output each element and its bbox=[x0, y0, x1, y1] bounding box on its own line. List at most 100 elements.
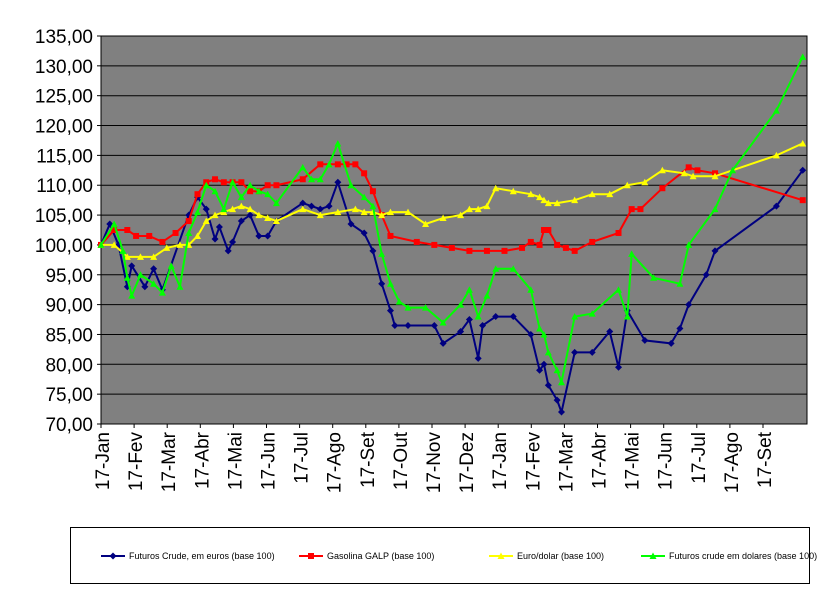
data-point bbox=[176, 283, 184, 290]
data-point bbox=[641, 336, 649, 344]
data-point bbox=[325, 160, 333, 168]
data-point bbox=[685, 164, 692, 171]
legend: Futuros Crude, em euros (base 100) Gasoli… bbox=[70, 527, 817, 584]
x-tick-label: 17-Ago bbox=[722, 432, 743, 493]
data-point bbox=[483, 247, 490, 254]
data-point bbox=[483, 292, 491, 299]
data-point bbox=[527, 190, 535, 198]
data-point bbox=[334, 139, 342, 147]
x-tick-label: 17-Dez bbox=[457, 432, 478, 493]
data-point bbox=[544, 348, 552, 356]
data-point bbox=[457, 301, 465, 308]
data-point bbox=[404, 322, 412, 330]
data-point bbox=[347, 181, 355, 189]
data-point bbox=[465, 205, 473, 213]
legend-swatch bbox=[101, 552, 125, 560]
data-point bbox=[387, 232, 394, 239]
x-tick-label: 17-Jan bbox=[93, 432, 114, 490]
data-point bbox=[185, 229, 193, 236]
series-3 bbox=[97, 139, 807, 260]
data-point bbox=[623, 181, 631, 189]
data-point bbox=[465, 316, 473, 324]
y-tick-label: 130,00 bbox=[35, 57, 93, 78]
data-point bbox=[150, 253, 158, 260]
data-point bbox=[799, 139, 807, 147]
data-point bbox=[391, 322, 399, 330]
x-tick-label: 17-Fev bbox=[126, 432, 147, 492]
data-point bbox=[702, 271, 710, 279]
data-point bbox=[685, 301, 693, 309]
data-point bbox=[527, 286, 535, 293]
data-point bbox=[316, 211, 324, 219]
data-point bbox=[606, 190, 614, 198]
data-point bbox=[448, 244, 455, 251]
data-point bbox=[395, 298, 403, 305]
data-point bbox=[553, 366, 561, 374]
legend-item: Euro/dolar (base 100) bbox=[489, 548, 604, 564]
data-point bbox=[474, 205, 482, 213]
data-point bbox=[483, 202, 491, 210]
data-point bbox=[167, 262, 175, 269]
legend-item: Futuros Crude, em euros (base 100) bbox=[101, 548, 275, 564]
legend-swatch bbox=[299, 553, 323, 559]
data-point bbox=[492, 265, 500, 272]
data-point bbox=[509, 187, 517, 195]
data-point bbox=[689, 172, 697, 180]
data-point bbox=[623, 313, 631, 320]
data-point bbox=[159, 238, 166, 245]
data-point bbox=[316, 205, 324, 213]
data-point bbox=[466, 247, 473, 254]
data-point bbox=[343, 161, 350, 168]
legend-label: Gasolina GALP (base 100) bbox=[327, 551, 435, 561]
data-point bbox=[641, 178, 649, 186]
data-point bbox=[430, 322, 438, 330]
data-point bbox=[509, 313, 517, 321]
data-point bbox=[378, 250, 386, 257]
data-point bbox=[588, 190, 596, 198]
y-tick-label: 115,00 bbox=[36, 146, 93, 167]
legend-swatch bbox=[489, 552, 513, 559]
data-point bbox=[509, 265, 517, 272]
data-point bbox=[238, 179, 245, 186]
x-tick-label: 17-Mar bbox=[159, 431, 180, 492]
data-point bbox=[110, 241, 118, 248]
data-point bbox=[544, 199, 552, 207]
plot-area bbox=[100, 35, 808, 425]
data-point bbox=[211, 211, 219, 219]
data-point bbox=[588, 310, 596, 317]
y-tick-label: 75,00 bbox=[45, 385, 93, 406]
y-tick-label: 110,00 bbox=[36, 176, 93, 197]
x-tick-label: 17-Jun bbox=[259, 432, 280, 490]
data-point bbox=[536, 193, 544, 201]
data-point bbox=[123, 274, 131, 281]
data-point bbox=[360, 208, 368, 216]
data-point bbox=[413, 238, 420, 245]
data-point bbox=[237, 193, 245, 201]
data-point bbox=[615, 363, 623, 371]
x-tick-label: 17-Jun bbox=[656, 432, 677, 490]
data-point bbox=[110, 220, 118, 228]
data-point bbox=[308, 202, 316, 210]
data-point bbox=[141, 283, 149, 291]
data-point bbox=[316, 175, 324, 183]
data-point bbox=[334, 208, 342, 216]
data-point bbox=[220, 205, 228, 213]
legend-item: Gasolina GALP (base 100) bbox=[299, 548, 434, 564]
data-point bbox=[299, 176, 306, 183]
data-point bbox=[360, 193, 368, 201]
data-point bbox=[308, 175, 316, 183]
data-point bbox=[465, 286, 473, 293]
data-point bbox=[229, 238, 237, 246]
data-point bbox=[264, 182, 271, 189]
y-tick-label: 85,00 bbox=[45, 325, 93, 346]
data-point bbox=[562, 244, 569, 251]
x-tick-label: 17-Mai bbox=[623, 432, 644, 490]
data-point bbox=[540, 196, 548, 204]
series-4 bbox=[97, 53, 807, 386]
data-point bbox=[237, 202, 245, 210]
data-point bbox=[211, 235, 219, 243]
legend-label: Futuros Crude, em euros (base 100) bbox=[129, 551, 275, 561]
data-point bbox=[215, 223, 223, 231]
y-tick-label: 125,00 bbox=[35, 87, 93, 108]
